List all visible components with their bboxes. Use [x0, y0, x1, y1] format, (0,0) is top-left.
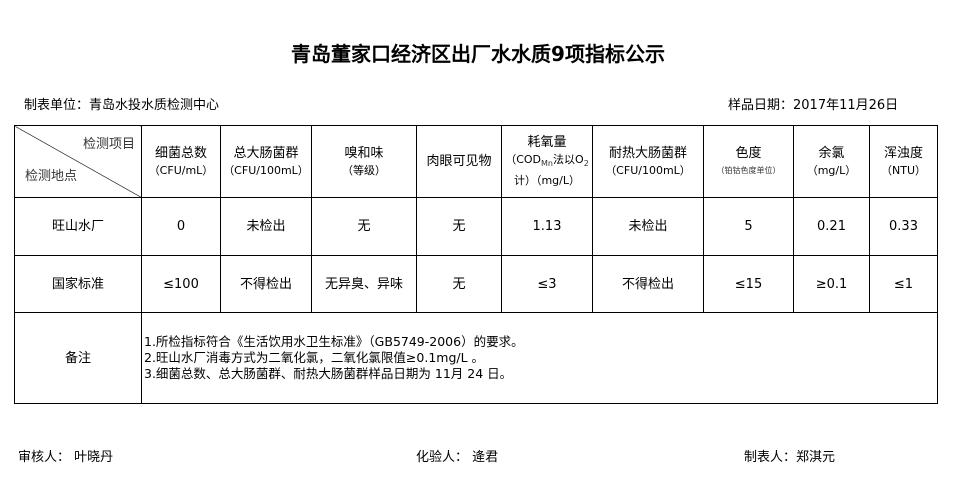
table-cell: ≥0.1 — [793, 255, 870, 313]
sample-date: 样品日期：2017年11月26日 — [728, 98, 899, 113]
table-cell: 3.细菌总数、总大肠菌群、耐热大肠菌群样品日期为 11月 24 日。 — [144, 366, 513, 381]
table-cell: 嗅和味 — [344, 145, 384, 161]
page-title: 青岛董家口经济区出厂水水质9项指标公示 — [291, 42, 665, 66]
table-cell: ≤1 — [869, 255, 938, 313]
table-cell: 余氯 — [818, 145, 845, 161]
col-header: 耐热大肠菌群 （CFU/100mL） — [592, 125, 704, 198]
table-cell: （等级） — [342, 163, 386, 177]
table-cell: 5 — [703, 197, 794, 256]
table-cell: 浑浊度 — [883, 145, 923, 161]
table-cell: （CFU/mL） — [148, 163, 214, 177]
site-label: 检测地点 — [25, 169, 78, 184]
table-cell: （CFU/100mL） — [605, 163, 691, 177]
tester: 化验人： 逄君 — [416, 450, 499, 465]
table-cell: 无 — [416, 197, 502, 256]
table-cell: ≤100 — [141, 255, 221, 313]
table-cell: （铂钴色度单位） — [716, 165, 781, 175]
table-row: 国家标准 ≤100 不得检出 无异臭、异味无 ≤3 不得检出 ≤15 ≥0.1 ≤1 — [14, 255, 938, 313]
table-cell: 2.旺山水厂消毒方式为二氧化氯，二氧化氯限值≥0.1mg/L 。 — [144, 350, 485, 365]
col-header: 耗氧量 （CODMn法以O2 计）（mg/L） — [501, 125, 593, 198]
item-label: 检测项目 — [82, 137, 135, 152]
table-cell: 0.21 — [793, 197, 870, 256]
table-cell: 1.13 — [501, 197, 593, 256]
table-cell: ≤15 — [703, 255, 794, 313]
table-cell: 1.所检指标符合《生活饮用水卫生标准》（GB5749-2006）的要求。 — [144, 334, 524, 349]
col-header: 浑浊度 （NTU） — [869, 125, 938, 198]
table-cell: （CFU/100mL） — [223, 163, 309, 177]
unit-label: 制表单位：青岛水投水质检测中心 — [24, 98, 220, 113]
table-cell: 无 — [416, 255, 502, 313]
table-cell: 2 — [583, 159, 589, 169]
water-quality-table: 检测项目 检测地点 细菌总数 （CFU/mL） 总大肠菌群 （CFU/100mL） … — [14, 125, 938, 404]
table-row: 旺山水厂 0 未检出无无 1.13 未检出 5 0.21 0.33 — [14, 197, 938, 256]
table-cell: 色度 — [735, 145, 762, 161]
table-cell: 无 — [311, 197, 417, 256]
table-cell: （NTU） — [881, 163, 926, 177]
remarks-row: 备注 1.所检指标符合《生活饮用水卫生标准》（GB5749-2006）的要求。 2… — [14, 312, 938, 404]
col-header: 细菌总数 （CFU/mL） — [141, 125, 221, 198]
maker: 制表人：郑淇元 — [744, 450, 836, 465]
col-header: 总大肠菌群 （CFU/100mL） — [220, 125, 312, 198]
table-cell: 细菌总数 — [154, 145, 207, 161]
table-cell: Mn — [541, 159, 554, 169]
col-header: 嗅和味 （等级） — [311, 125, 417, 198]
table-cell: 不得检出 — [592, 255, 704, 313]
table-cell: 肉眼可见物 — [426, 154, 492, 169]
table-cell: 0.33 — [869, 197, 938, 256]
table-cell: 旺山水厂 — [14, 197, 142, 256]
table-cell: 0 — [141, 197, 221, 256]
table-cell: （mg/L） — [806, 163, 857, 177]
table-cell: 计）（mg/L） — [513, 174, 581, 188]
table-cell: 总大肠菌群 — [233, 145, 299, 161]
table-cell: 耐热大肠菌群 — [608, 145, 687, 161]
table-cell: （COD — [505, 152, 542, 166]
table-cell: 无异臭、异味 — [311, 255, 417, 313]
table-cell: ≤3 — [501, 255, 593, 313]
reviewer: 审核人： 叶晓丹 — [18, 450, 114, 465]
table-cell: 国家标准 — [14, 255, 142, 313]
table-cell: 不得检出 — [220, 255, 312, 313]
header-row: 检测项目 检测地点 细菌总数 （CFU/mL） 总大肠菌群 （CFU/100mL） … — [14, 125, 938, 198]
table-cell: 未检出 — [220, 197, 312, 256]
remarks-label: 备注 — [14, 312, 142, 404]
col-header: 色度 （铂钴色度单位） — [703, 125, 794, 198]
table-cell: 耗氧量 — [527, 134, 567, 150]
table-cell: 法以O — [553, 152, 584, 166]
table-cell: 未检出 — [592, 197, 704, 256]
col-header: 余氯 （mg/L） — [793, 125, 870, 198]
col-header: 肉眼可见物 — [416, 125, 502, 198]
remarks-text: 1.所检指标符合《生活饮用水卫生标准》（GB5749-2006）的要求。 2.旺山… — [141, 312, 938, 404]
diagonal-header-cell: 检测项目 检测地点 — [14, 125, 142, 198]
